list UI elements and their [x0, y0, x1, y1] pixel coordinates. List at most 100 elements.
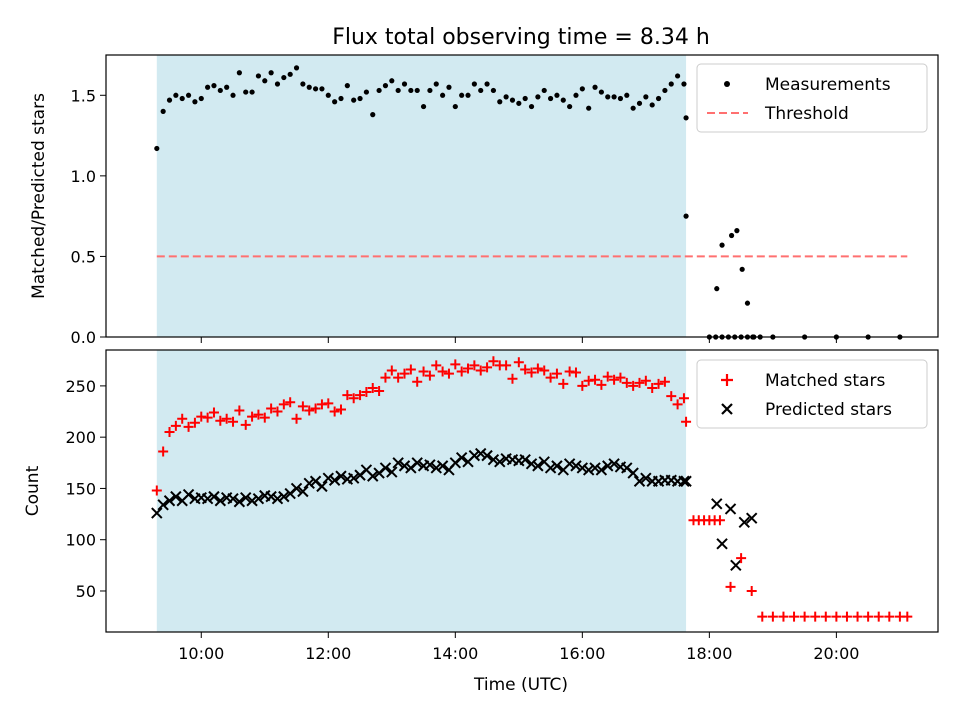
measurement-point	[719, 242, 725, 248]
predicted-star-point	[627, 467, 639, 479]
matched-star-point	[640, 375, 651, 386]
measurement-point	[211, 83, 217, 89]
matched-star-point	[767, 611, 778, 622]
matched-star-point	[672, 399, 683, 410]
matched-star-point	[810, 611, 821, 622]
bottom-x-ticks: 10:00 12:00 14:00 16:00 18:00 20:00	[178, 632, 859, 663]
matched-star-point	[475, 365, 486, 376]
y-tick-label: 1.5	[71, 86, 96, 105]
measurement-point	[389, 78, 395, 84]
measurement-point	[217, 87, 223, 94]
top-axes-frame	[105, 54, 939, 338]
measurement-point	[154, 145, 160, 152]
matched-star-point	[520, 364, 531, 375]
predicted-star-point	[163, 495, 176, 507]
matched-star-point	[278, 399, 289, 410]
measurement-point	[325, 92, 331, 98]
predicted-star-point	[716, 538, 728, 550]
matched-star-point	[329, 406, 340, 417]
bottom-axes-frame	[105, 349, 939, 633]
matched-star-point	[272, 406, 283, 417]
measurement-point	[617, 95, 624, 102]
matched-star-point	[526, 367, 537, 378]
legend-predicted-label: Predicted stars	[765, 400, 892, 420]
measurement-point	[370, 112, 376, 118]
top-shade-region	[156, 55, 687, 337]
predicted-star-point	[227, 492, 239, 505]
measurement-point	[427, 87, 433, 94]
bottom-panel: 50 100 150 200 250 10:00 12:00 14:00 16:00 18:00…	[23, 349, 939, 695]
predicted-star-point	[265, 490, 277, 503]
predicted-star-point	[738, 516, 750, 528]
matched-star-point	[342, 390, 353, 401]
predicted-star-point	[328, 474, 341, 486]
matched-star-point	[386, 365, 397, 376]
bottom-y-axis-label: Count	[23, 465, 43, 516]
matched-star-point	[678, 393, 689, 404]
measurement-point	[675, 73, 681, 79]
predicted-star-point	[278, 490, 290, 503]
legend-matched-marker	[721, 374, 733, 386]
predicted-star-point	[233, 496, 246, 508]
measurement-point	[490, 87, 497, 94]
matched-star-point	[253, 409, 264, 420]
matched-star-point	[647, 382, 658, 393]
y-tick-label: 0.0	[71, 328, 96, 347]
measurement-point	[274, 81, 281, 87]
bottom-legend: Matched stars Predicted stars	[696, 359, 928, 429]
matched-star-point	[247, 411, 258, 422]
measurement-point	[192, 99, 198, 105]
matched-star-point	[902, 611, 913, 622]
x-tick-label: 14:00	[432, 644, 478, 663]
measurement-point	[338, 95, 344, 102]
matched-star-point	[469, 360, 480, 371]
matched-star-point	[228, 416, 239, 427]
matched-star-point	[628, 380, 639, 391]
matched-star-point	[323, 398, 334, 409]
matched-star-point	[164, 427, 175, 438]
measurement-point	[541, 87, 547, 94]
predicted-star-point	[602, 460, 614, 472]
predicted-star-point	[551, 460, 563, 472]
y-tick-label: 0.5	[71, 247, 96, 266]
measurement-point	[224, 84, 230, 90]
measurement-point	[433, 81, 439, 87]
measurement-point	[459, 92, 465, 98]
measurement-point	[300, 81, 306, 87]
matched-star-point	[590, 374, 601, 385]
matched-star-point	[215, 415, 226, 426]
measurement-point	[332, 99, 338, 105]
predicted-star-point	[640, 472, 652, 484]
matched-star-point	[393, 372, 404, 383]
matched-star-point	[316, 399, 327, 410]
predicted-star-point	[608, 458, 620, 470]
matched-star-point	[725, 581, 736, 592]
predicted-star-point	[563, 458, 576, 470]
measurement-point	[605, 94, 611, 100]
predicted-star-point	[392, 457, 404, 469]
matched-star-point	[355, 390, 366, 401]
predicted-star-point	[290, 482, 303, 495]
top-legend-frame	[696, 63, 928, 133]
measurement-point	[268, 70, 274, 76]
matched-star-point	[208, 407, 219, 418]
matched-star-point	[361, 387, 372, 398]
measurement-point	[166, 97, 173, 103]
chart-title: Flux total observing time = 8.34 h	[332, 25, 710, 50]
predicted-star-point	[297, 485, 309, 498]
measurement-point	[465, 92, 471, 98]
predicted-star-point	[532, 460, 544, 472]
y-tick-label: 50	[76, 582, 96, 601]
bottom-shade-region	[156, 350, 687, 632]
matched-star-point	[789, 611, 800, 622]
measurement-point	[484, 81, 490, 87]
matched-star-point	[583, 375, 594, 386]
matched-star-point	[602, 371, 613, 382]
x-tick-label: 18:00	[686, 644, 732, 663]
matched-star-point	[482, 362, 493, 373]
measurement-point	[198, 95, 204, 102]
matched-star-point	[570, 367, 581, 378]
measurement-point	[408, 87, 414, 94]
matched-star-point	[443, 368, 454, 379]
predicted-star-point	[201, 492, 214, 505]
